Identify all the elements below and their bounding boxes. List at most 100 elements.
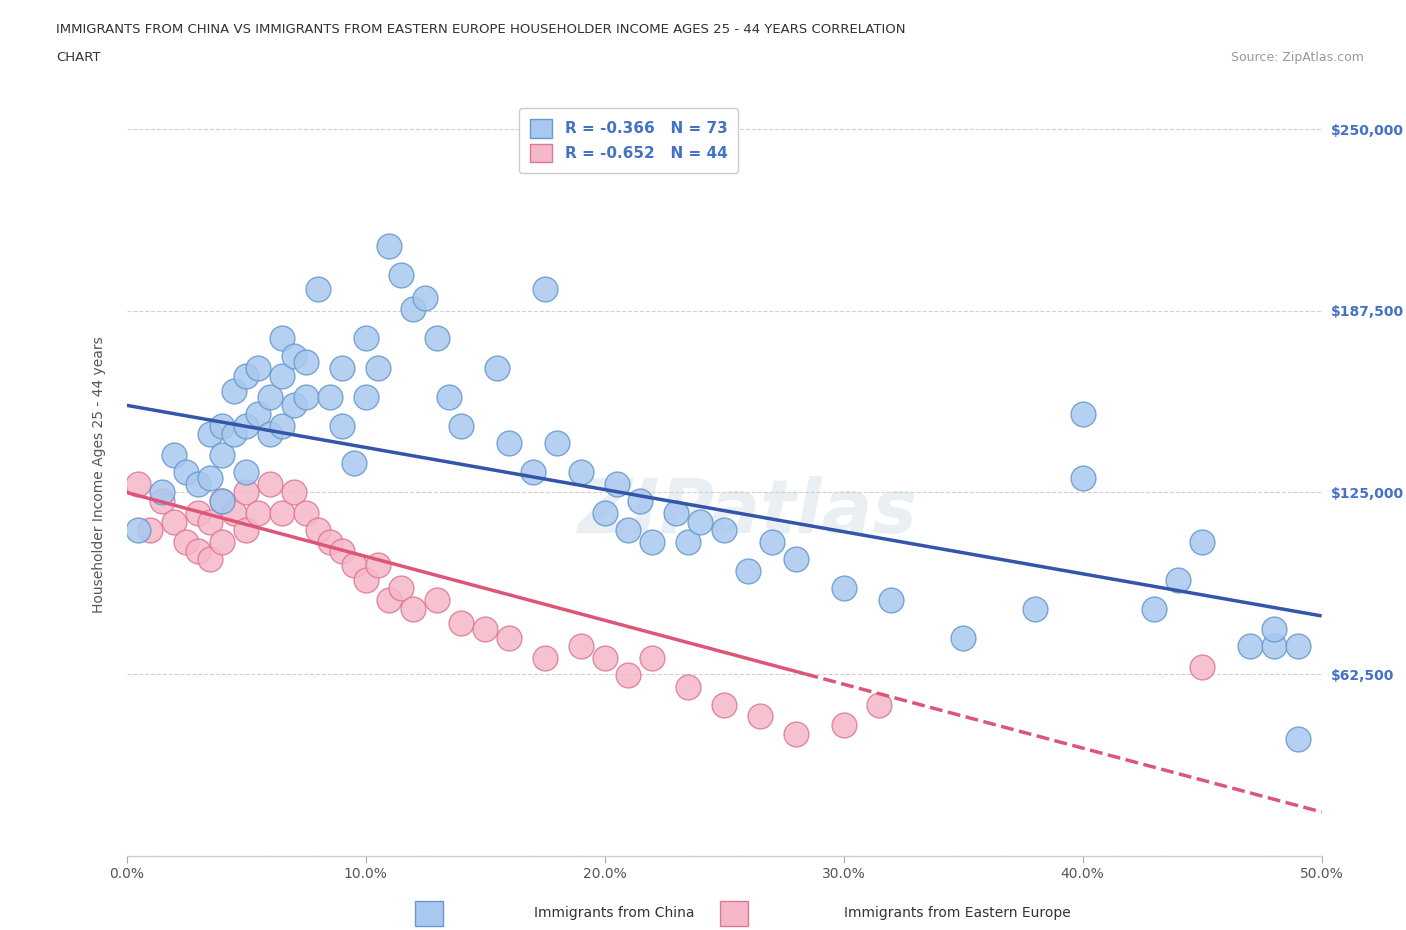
Text: Immigrants from China: Immigrants from China [534, 906, 695, 921]
Point [294, 505, 316, 520]
Point [330, 360, 353, 375]
Point [283, 485, 305, 500]
Point [259, 427, 281, 442]
Point [665, 505, 688, 520]
Y-axis label: Householder Income Ages 25 - 44 years: Householder Income Ages 25 - 44 years [91, 336, 105, 613]
Point [546, 435, 568, 450]
Point [486, 360, 509, 375]
Point [641, 651, 664, 666]
Point [235, 369, 257, 384]
Point [498, 631, 520, 645]
Point [1263, 639, 1285, 654]
Point [270, 418, 294, 433]
Point [676, 535, 699, 550]
Point [211, 535, 233, 550]
Point [1071, 406, 1094, 421]
Point [391, 581, 413, 596]
Point [832, 717, 855, 732]
Point [641, 535, 664, 550]
Point [569, 465, 592, 480]
Point [832, 581, 855, 596]
Point [235, 485, 257, 500]
Point [1071, 471, 1094, 485]
Point [247, 505, 270, 520]
Point [450, 418, 472, 433]
Point [307, 282, 329, 297]
Point [689, 514, 711, 529]
Point [1286, 732, 1309, 747]
Point [318, 535, 342, 550]
Point [127, 476, 149, 491]
Point [402, 601, 425, 616]
Point [378, 238, 401, 253]
Point [211, 494, 233, 509]
Point [426, 592, 449, 607]
Text: ZIPatlas: ZIPatlas [578, 476, 918, 549]
Legend: R = -0.366   N = 73, R = -0.652   N = 44: R = -0.366 N = 73, R = -0.652 N = 44 [519, 108, 738, 173]
Point [605, 476, 627, 491]
Point [139, 523, 162, 538]
Point [628, 494, 651, 509]
Point [1191, 535, 1213, 550]
Point [1143, 601, 1166, 616]
Point [200, 514, 222, 529]
Text: Immigrants from Eastern Europe: Immigrants from Eastern Europe [844, 906, 1070, 921]
Point [163, 514, 186, 529]
Point [569, 639, 592, 654]
Point [127, 523, 149, 538]
Point [880, 592, 903, 607]
Point [439, 389, 461, 404]
Point [235, 465, 257, 480]
Point [533, 282, 555, 297]
Point [413, 290, 436, 305]
Point [1239, 639, 1261, 654]
Point [593, 651, 616, 666]
Point [187, 476, 209, 491]
Point [354, 389, 377, 404]
Point [1024, 601, 1046, 616]
Point [330, 418, 353, 433]
Text: Source: ZipAtlas.com: Source: ZipAtlas.com [1230, 51, 1364, 64]
Point [402, 302, 425, 317]
Point [354, 331, 377, 346]
Point [713, 523, 735, 538]
Point [187, 543, 209, 558]
Point [174, 465, 197, 480]
Point [1191, 659, 1213, 674]
Point [761, 535, 783, 550]
Point [391, 267, 413, 282]
Point [713, 698, 735, 712]
Point [294, 354, 316, 369]
Point [307, 523, 329, 538]
Point [952, 631, 974, 645]
Point [247, 406, 270, 421]
Point [247, 360, 270, 375]
Point [354, 572, 377, 587]
Point [318, 389, 342, 404]
Point [283, 349, 305, 364]
Point [593, 505, 616, 520]
Point [283, 398, 305, 413]
Point [366, 558, 388, 573]
Point [222, 427, 246, 442]
Point [211, 447, 233, 462]
Point [474, 621, 496, 636]
Point [211, 418, 233, 433]
Point [617, 523, 640, 538]
Point [270, 331, 294, 346]
Point [259, 476, 281, 491]
Point [150, 485, 174, 500]
Point [737, 564, 759, 578]
Point [1286, 639, 1309, 654]
Point [785, 726, 807, 741]
Point [270, 369, 294, 384]
Point [150, 494, 174, 509]
Point [235, 523, 257, 538]
Point [294, 389, 316, 404]
Point [343, 558, 366, 573]
Point [200, 427, 222, 442]
Point [222, 505, 246, 520]
Point [426, 331, 449, 346]
Text: CHART: CHART [56, 51, 101, 64]
Point [450, 616, 472, 631]
